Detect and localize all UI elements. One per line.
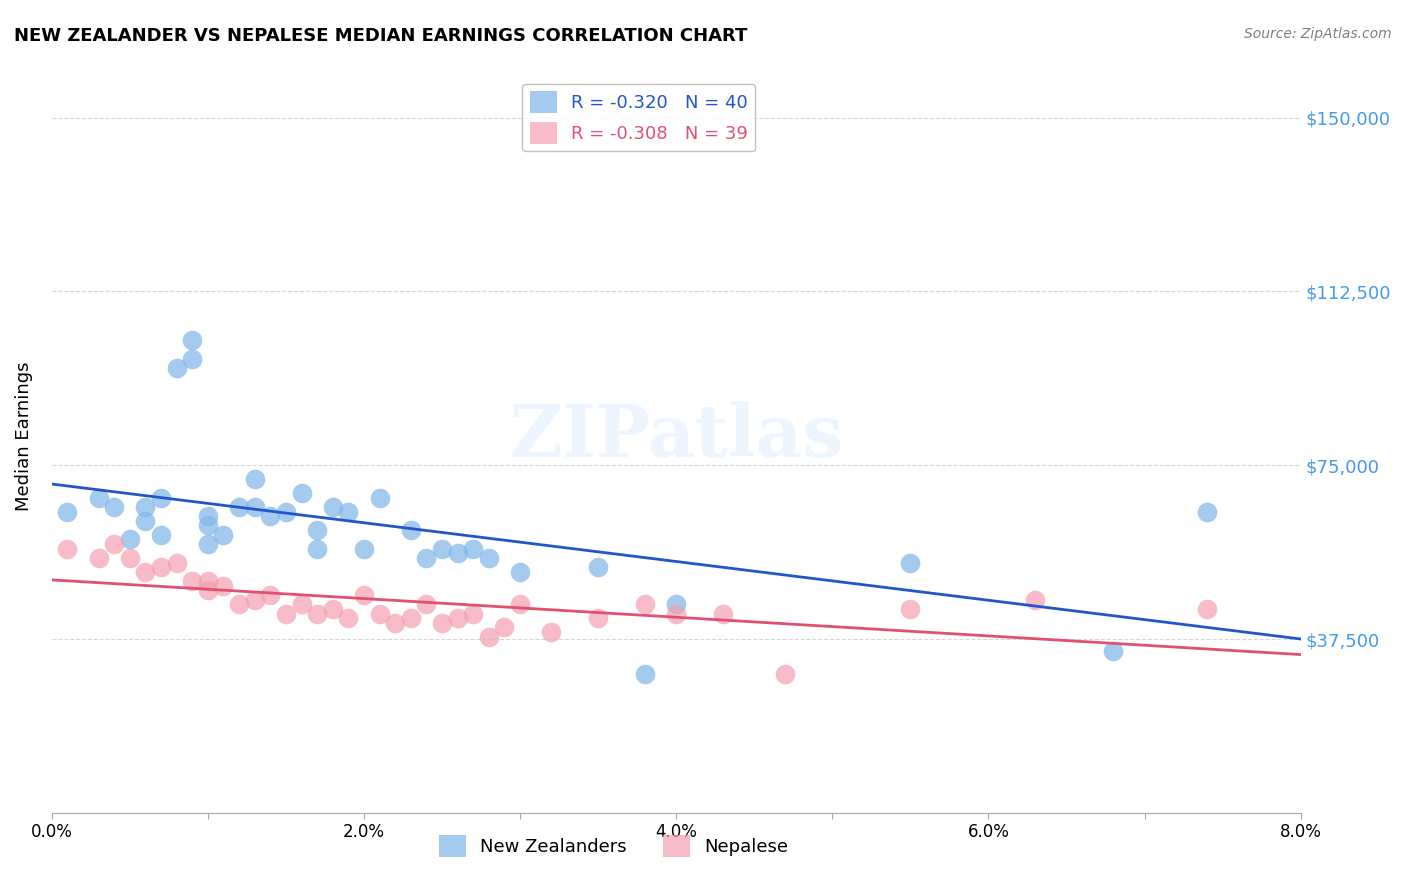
Point <box>150 528 173 542</box>
Point <box>1024 592 1046 607</box>
Point <box>118 550 141 565</box>
Point <box>181 351 204 366</box>
Point <box>87 491 110 505</box>
Point <box>259 509 281 524</box>
Point <box>1102 643 1125 657</box>
Point <box>509 565 531 579</box>
Point <box>134 500 156 514</box>
Point <box>399 523 422 537</box>
Point <box>103 500 125 514</box>
Point <box>181 574 204 588</box>
Point <box>1195 602 1218 616</box>
Point <box>150 560 173 574</box>
Point <box>56 505 79 519</box>
Point <box>134 565 156 579</box>
Point <box>290 486 312 500</box>
Point <box>243 472 266 486</box>
Point <box>665 597 688 611</box>
Point <box>446 546 468 560</box>
Point <box>307 607 329 621</box>
Point <box>307 523 329 537</box>
Point <box>228 597 250 611</box>
Point <box>243 500 266 514</box>
Point <box>898 556 921 570</box>
Point <box>665 607 688 621</box>
Point <box>463 607 485 621</box>
Point <box>478 550 501 565</box>
Legend: R = -0.320   N = 40, R = -0.308   N = 39: R = -0.320 N = 40, R = -0.308 N = 39 <box>522 84 755 152</box>
Point <box>353 588 375 602</box>
Point <box>463 541 485 556</box>
Point <box>322 500 344 514</box>
Text: NEW ZEALANDER VS NEPALESE MEDIAN EARNINGS CORRELATION CHART: NEW ZEALANDER VS NEPALESE MEDIAN EARNING… <box>14 27 748 45</box>
Point <box>775 666 797 681</box>
Point <box>368 491 391 505</box>
Point <box>274 607 297 621</box>
Point <box>166 556 188 570</box>
Point <box>212 528 235 542</box>
Point <box>586 611 609 625</box>
Point <box>290 597 312 611</box>
Point <box>197 583 219 598</box>
Point <box>197 537 219 551</box>
Point <box>430 541 453 556</box>
Point <box>634 666 657 681</box>
Point <box>494 620 516 634</box>
Text: Source: ZipAtlas.com: Source: ZipAtlas.com <box>1244 27 1392 41</box>
Point <box>181 333 204 347</box>
Point <box>228 500 250 514</box>
Point <box>353 541 375 556</box>
Point <box>134 514 156 528</box>
Point <box>197 509 219 524</box>
Point <box>634 597 657 611</box>
Point <box>1195 505 1218 519</box>
Point <box>197 518 219 533</box>
Point <box>103 537 125 551</box>
Point <box>56 541 79 556</box>
Point <box>415 597 437 611</box>
Point <box>399 611 422 625</box>
Point <box>586 560 609 574</box>
Point <box>197 574 219 588</box>
Text: ZIPatlas: ZIPatlas <box>509 401 844 472</box>
Point <box>337 505 360 519</box>
Point <box>307 541 329 556</box>
Point <box>274 505 297 519</box>
Point <box>212 579 235 593</box>
Point <box>118 533 141 547</box>
Point <box>384 615 406 630</box>
Point <box>150 491 173 505</box>
Point <box>322 602 344 616</box>
Y-axis label: Median Earnings: Median Earnings <box>15 361 32 511</box>
Point <box>87 550 110 565</box>
Point <box>898 602 921 616</box>
Point <box>166 360 188 375</box>
Point <box>243 592 266 607</box>
Point <box>446 611 468 625</box>
Point <box>337 611 360 625</box>
Point <box>478 630 501 644</box>
Point <box>415 550 437 565</box>
Point <box>430 615 453 630</box>
Point <box>509 597 531 611</box>
Point <box>259 588 281 602</box>
Point <box>368 607 391 621</box>
Point <box>540 625 562 640</box>
Point <box>711 607 734 621</box>
